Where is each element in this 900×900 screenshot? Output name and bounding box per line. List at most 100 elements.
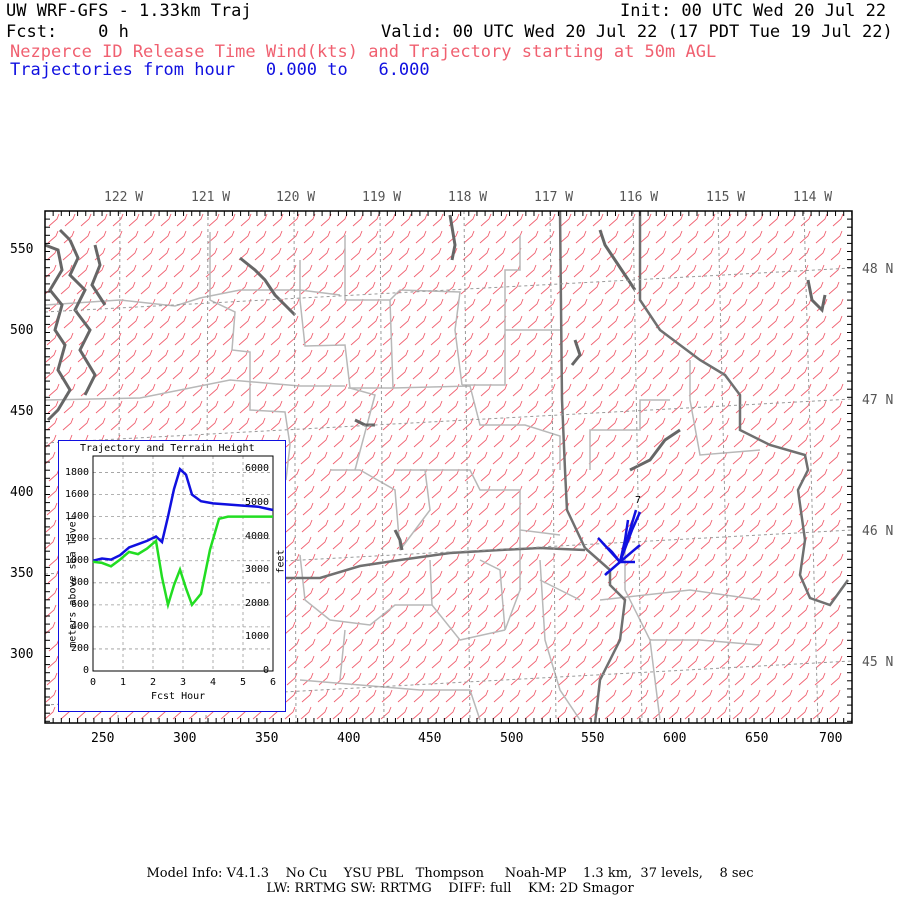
- wind-barb: [237, 264, 249, 278]
- wind-barb: [752, 468, 764, 482]
- wind-barb: [734, 332, 746, 346]
- wind-barb: [494, 247, 506, 261]
- wind-barb: [222, 247, 234, 261]
- wind-barb: [461, 604, 473, 618]
- wind-barb: [828, 281, 840, 295]
- wind-barb: [607, 485, 619, 499]
- wind-barb: [828, 536, 840, 550]
- wind-barb: [541, 264, 553, 278]
- wind-barb: [558, 417, 570, 431]
- wind-barb: [526, 247, 538, 261]
- wind-barb: [302, 417, 314, 431]
- wind-barb: [719, 485, 731, 499]
- wind-barb: [525, 519, 537, 533]
- wind-barb: [829, 434, 841, 448]
- wind-barb: [703, 570, 715, 584]
- wind-barb: [832, 298, 844, 312]
- wind-barb: [428, 706, 440, 720]
- wind-barb: [112, 213, 124, 227]
- wind-barb: [368, 298, 380, 312]
- wind-barb: [223, 230, 235, 244]
- wind-barb: [752, 298, 764, 312]
- wind-barb: [703, 315, 715, 329]
- wind-barb: [46, 502, 58, 516]
- wind-barb: [717, 604, 729, 618]
- wind-barb: [317, 689, 329, 703]
- wind-barb: [493, 689, 505, 703]
- wind-barb: [316, 366, 328, 380]
- lon-label: 115 W: [706, 190, 746, 205]
- wind-barb: [574, 247, 586, 261]
- model-title: UW WRF-GFS - 1.33km Traj: [6, 1, 252, 21]
- wind-barb: [605, 519, 617, 533]
- wind-barb: [716, 366, 728, 380]
- wind-barb: [320, 298, 332, 312]
- wind-barb: [621, 604, 633, 618]
- wind-barb: [366, 247, 378, 261]
- wind-barb: [637, 689, 649, 703]
- lon-label: 117 W: [534, 190, 574, 205]
- wind-barb: [704, 553, 716, 567]
- wind-barb: [828, 621, 840, 635]
- wind-barb: [156, 366, 168, 380]
- wind-barb: [572, 621, 584, 635]
- wind-barb: [365, 349, 377, 363]
- wind-barb: [831, 570, 843, 584]
- wind-barb: [494, 417, 506, 431]
- wind-barb: [720, 298, 732, 312]
- wind-barb: [608, 468, 620, 482]
- wind-barb: [448, 468, 460, 482]
- wind-barb: [144, 213, 156, 227]
- wind-barb: [656, 383, 668, 397]
- inset-left-tick: 600: [71, 598, 90, 610]
- wind-barb: [797, 264, 809, 278]
- wind-barb: [334, 417, 346, 431]
- wind-barb: [831, 400, 843, 414]
- wind-barb: [302, 502, 314, 516]
- trajectory-paths: [597, 509, 642, 576]
- wind-barb: [782, 502, 794, 516]
- wind-barb: [479, 570, 491, 584]
- wind-barb: [576, 638, 588, 652]
- wind-barb: [831, 315, 843, 329]
- wind-barb: [302, 672, 314, 686]
- wind-barb: [463, 400, 475, 414]
- wind-barb: [686, 332, 698, 346]
- wind-barb: [380, 621, 392, 635]
- wind-barb: [816, 383, 828, 397]
- wind-barb: [288, 553, 300, 567]
- wind-barb: [300, 621, 312, 635]
- wind-barb: [319, 230, 331, 244]
- wind-barb: [174, 332, 186, 346]
- wind-barb: [814, 417, 826, 431]
- inset-right-tick: 5000: [245, 496, 270, 508]
- wind-barb: [590, 587, 602, 601]
- wind-barb: [654, 502, 666, 516]
- wind-barb: [717, 349, 729, 363]
- wind-barb: [288, 298, 300, 312]
- wind-barb: [158, 247, 170, 261]
- wind-barb: [831, 230, 843, 244]
- wind-barb: [560, 468, 572, 482]
- wind-barb: [384, 468, 396, 482]
- wind-barb: [316, 281, 328, 295]
- wind-barb: [685, 519, 697, 533]
- wind-barb: [606, 502, 618, 516]
- wind-barb: [462, 672, 474, 686]
- wind-barb: [528, 298, 540, 312]
- wind-barb: [796, 366, 808, 380]
- wind-barb: [813, 689, 825, 703]
- wind-barb: [256, 213, 268, 227]
- wind-barb: [527, 570, 539, 584]
- wind-barb: [429, 264, 441, 278]
- wind-barb: [654, 247, 666, 261]
- wind-barb: [445, 689, 457, 703]
- wind-barb: [560, 298, 572, 312]
- wind-barb: [718, 417, 730, 431]
- wind-barb: [557, 604, 569, 618]
- wind-barb: [64, 213, 76, 227]
- wind-barb: [64, 298, 76, 312]
- inset-right-tick: 0: [263, 665, 270, 676]
- wind-barb: [287, 230, 299, 244]
- wind-barb: [464, 468, 476, 482]
